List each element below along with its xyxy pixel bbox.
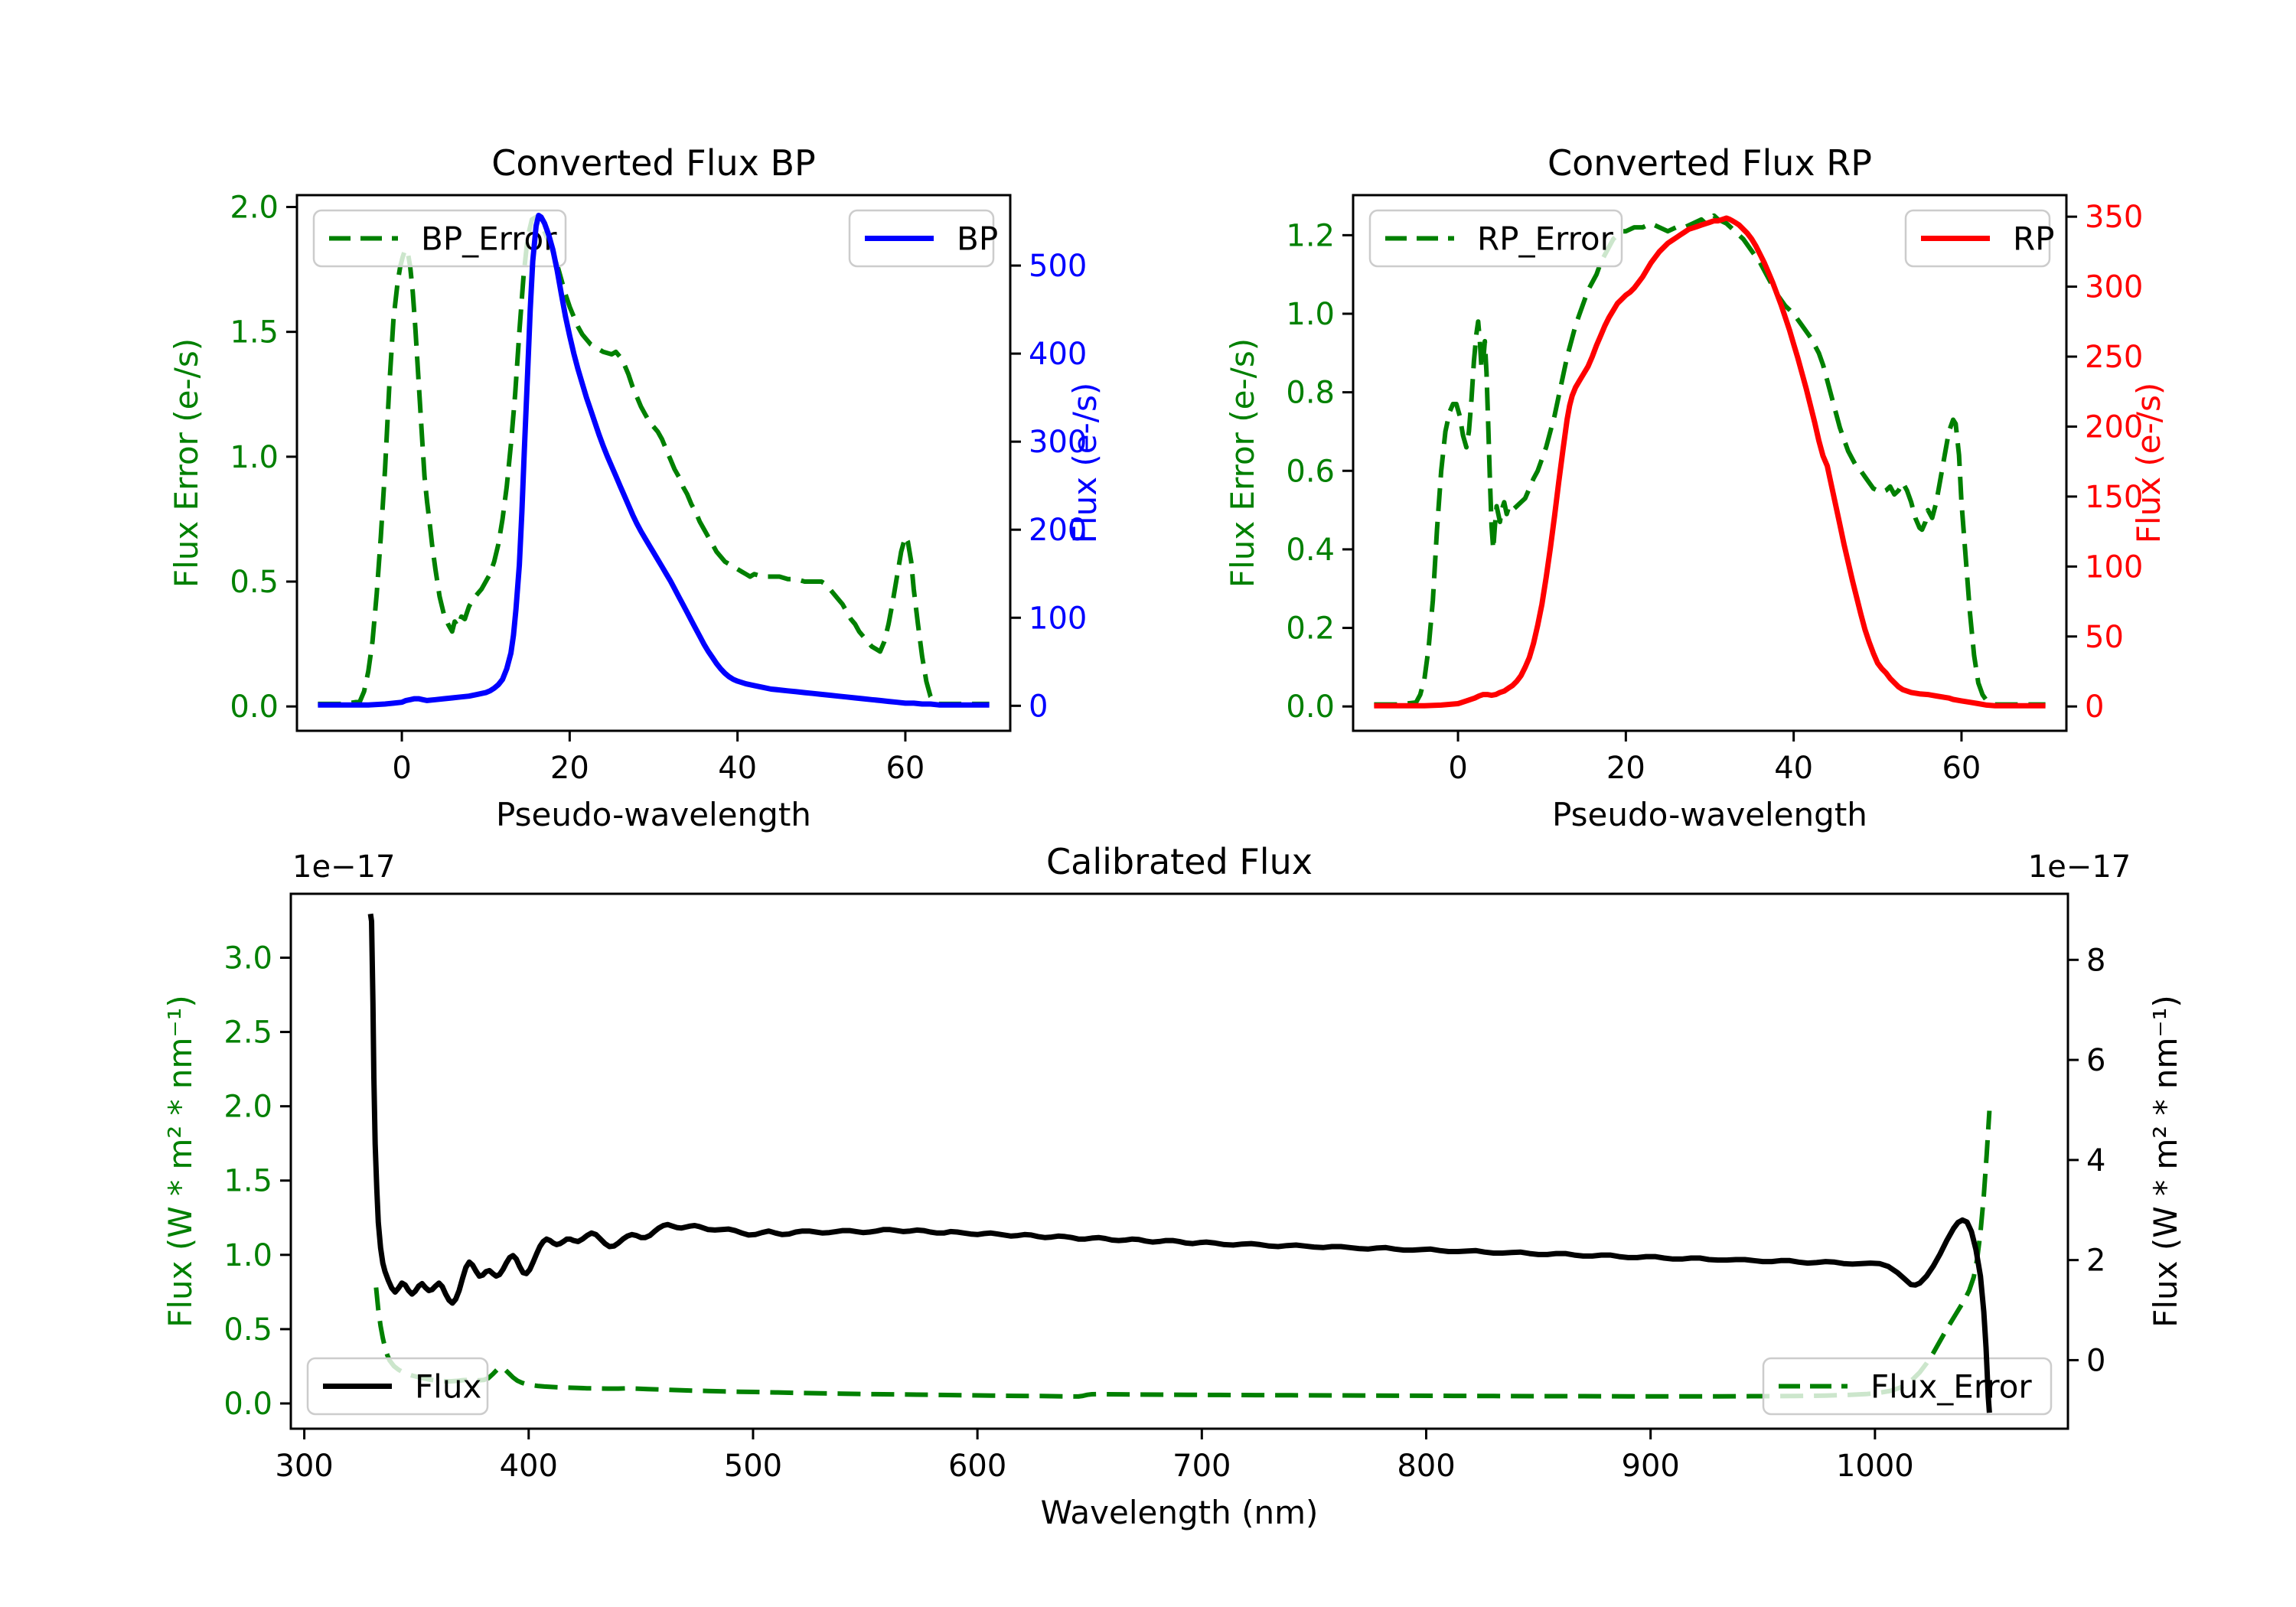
- y-tick-label-right: 400: [1029, 337, 1087, 372]
- y-tick-label-left: 1.5: [223, 1164, 272, 1199]
- y-tick-label-left: 3.0: [223, 940, 272, 976]
- y-axis-label-right: Flux (e-/s): [2130, 383, 2167, 543]
- y-tick-label-left: 0.0: [223, 1387, 272, 1422]
- y-tick-label-left: 1.2: [1286, 218, 1335, 253]
- series-line-rp: [1374, 215, 2046, 709]
- y-tick-label-left: 0.8: [1286, 376, 1335, 411]
- x-axis-label: Pseudo-wavelength: [1552, 796, 1867, 833]
- axes-spines: [295, 194, 1012, 732]
- y-tick-label-right: 0: [1029, 689, 1048, 724]
- y-axis-label-right: Flux (e-/s): [1066, 383, 1104, 543]
- chart-converted-flux-bp: BP_Error BP 0 20 40 60 0.0 0.5 1.0 1.5 2.0 0 100 200 3…: [168, 142, 1104, 833]
- chart-converted-flux-rp: RP_Error RP 0 20 40 60 0.0 0.2 0.4 0.6 0.8 1.0 1.2 0 5…: [1224, 142, 2167, 833]
- series-line-rp_error: [1374, 213, 2046, 707]
- x-tick-label: 300: [275, 1449, 333, 1484]
- x-axis-label: Pseudo-wavelength: [496, 796, 811, 833]
- series-line-flux: [367, 913, 1992, 1413]
- chart-title: Calibrated Flux: [1046, 841, 1313, 882]
- y-tick-label-left: 1.0: [230, 440, 279, 475]
- y-tick-label-right: 300: [2085, 270, 2143, 305]
- legend-rp_error: RP_Error: [1368, 209, 1623, 268]
- chart-title: Converted Flux RP: [1548, 142, 1872, 184]
- x-tick-label: 600: [948, 1449, 1006, 1484]
- legend-box: [1762, 1357, 2053, 1416]
- legend-rp: RP: [1904, 209, 2055, 268]
- x-tick-label: 0: [392, 751, 411, 786]
- legend-flux_error: Flux_Error: [1762, 1357, 2053, 1416]
- legend-box: [306, 1357, 489, 1416]
- y-tick-label-right: 0: [2086, 1343, 2105, 1378]
- legend-box: [1368, 209, 1623, 268]
- x-tick-label: 900: [1622, 1449, 1680, 1484]
- legend-box: [312, 209, 567, 268]
- legend-bp_error: BP_Error: [312, 209, 567, 268]
- y-tick-label-right: 350: [2085, 200, 2143, 235]
- y-axis-label-left: Flux (W * m² * nm⁻¹): [161, 995, 199, 1328]
- y-tick-label-right: 6: [2086, 1043, 2105, 1078]
- y-tick-label-left: 0.2: [1286, 611, 1335, 647]
- legend-bp: BP: [848, 209, 998, 268]
- x-tick-label: 400: [500, 1449, 558, 1484]
- y-axis-label-left: Flux Error (e-/s): [168, 338, 205, 588]
- y-tick-label-left: 0.6: [1286, 454, 1335, 489]
- legend-label: Flux_Error: [1870, 1368, 2032, 1406]
- axis-offset-text-right: 1e−17: [2028, 849, 2131, 885]
- x-tick-label: 20: [1606, 751, 1645, 786]
- legend-label: BP: [957, 220, 998, 258]
- legend-flux: Flux: [306, 1357, 489, 1416]
- chart-title: Converted Flux BP: [491, 142, 816, 184]
- y-tick-label-right: 500: [1029, 249, 1087, 284]
- y-tick-label-right: 250: [2085, 340, 2143, 375]
- legend-label: Flux: [415, 1368, 481, 1406]
- y-tick-label-left: 2.5: [223, 1015, 272, 1051]
- chart-calibrated-flux: Flux_Error Flux 300 400 500 600 700 800 900 1000 0…: [161, 841, 2184, 1531]
- y-tick-label-right: 150: [2085, 480, 2143, 515]
- x-tick-label: 60: [885, 751, 925, 786]
- y-tick-label-left: 0.5: [230, 565, 279, 600]
- y-tick-label-left: 1.0: [223, 1238, 272, 1273]
- x-tick-label: 20: [550, 751, 589, 786]
- series-line-bp_error: [318, 214, 990, 706]
- y-tick-label-left: 1.0: [1286, 297, 1335, 332]
- x-tick-label: 800: [1397, 1449, 1455, 1484]
- y-tick-label-left: 2.0: [223, 1090, 272, 1125]
- series-line-bp: [318, 213, 990, 708]
- y-tick-label-left: 0.0: [1286, 689, 1335, 725]
- y-tick-label-right: 200: [1029, 513, 1087, 548]
- y-tick-label-right: 50: [2085, 620, 2124, 655]
- y-tick-label-right: 4: [2086, 1143, 2105, 1178]
- x-tick-label: 500: [724, 1449, 782, 1484]
- x-tick-label: 40: [1774, 751, 1813, 786]
- y-tick-label-right: 100: [1029, 601, 1087, 636]
- y-tick-label-left: 0.5: [223, 1312, 272, 1348]
- y-axis-label-right: Flux (W * m² * nm⁻¹): [2147, 995, 2184, 1328]
- y-tick-label-right: 2: [2086, 1244, 2105, 1279]
- y-tick-label-right: 8: [2086, 943, 2105, 978]
- x-tick-label: 40: [718, 751, 757, 786]
- legend-label: RP: [2013, 220, 2055, 258]
- x-tick-label: 700: [1172, 1449, 1231, 1484]
- y-tick-label-right: 0: [2085, 689, 2104, 725]
- y-tick-label-left: 1.5: [230, 315, 279, 350]
- y-tick-label-left: 0.4: [1286, 533, 1335, 568]
- x-tick-label: 60: [1942, 751, 1981, 786]
- series-line-flux_error: [373, 1110, 1992, 1399]
- axes-spines: [289, 892, 2069, 1430]
- y-tick-label-right: 200: [2085, 409, 2143, 445]
- y-tick-label-right: 300: [1029, 425, 1087, 460]
- axis-offset-text-left: 1e−17: [292, 849, 395, 885]
- legend-label: RP_Error: [1477, 220, 1614, 258]
- x-tick-label: 0: [1448, 751, 1467, 786]
- x-tick-label: 1000: [1836, 1449, 1914, 1484]
- y-tick-label-left: 2.0: [230, 191, 279, 226]
- axes-spines: [1352, 194, 2068, 732]
- x-axis-label: Wavelength (nm): [1041, 1494, 1319, 1531]
- y-tick-label-left: 0.0: [230, 689, 279, 725]
- y-axis-label-left: Flux Error (e-/s): [1224, 338, 1261, 588]
- y-tick-label-right: 100: [2085, 549, 2143, 585]
